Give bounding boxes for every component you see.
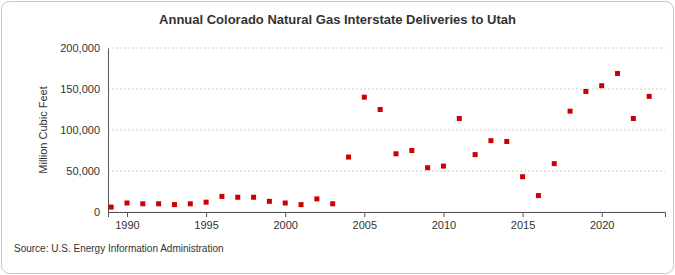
- y-axis-title: Million Cubic Feet: [37, 86, 49, 173]
- point: [409, 148, 414, 153]
- tick: 2010: [432, 212, 456, 231]
- tick-mark: [127, 212, 128, 217]
- axis-line: [109, 213, 666, 218]
- chart: 0 50,000 100,000 150,000 200,000 1990 1995 2000…: [0, 0, 675, 275]
- point: [615, 71, 620, 76]
- tick: 2020: [590, 212, 614, 231]
- tick-label: 2005: [353, 219, 377, 231]
- tick-mark: [285, 212, 286, 217]
- point: [647, 94, 652, 99]
- tick-mark: [206, 212, 207, 217]
- point: [552, 161, 557, 166]
- x-axis: 1990 1995 2000 2005 2010 2015 2020: [109, 212, 666, 231]
- point: [599, 83, 604, 88]
- plot: 0 50,000 100,000 150,000 200,000 1990 1995 2000…: [60, 42, 665, 231]
- point: [204, 200, 209, 205]
- tick: 0: [94, 206, 108, 218]
- grid-line: [108, 130, 665, 131]
- y-axis: 0 50,000 100,000 150,000 200,000: [60, 42, 108, 218]
- tick: 200,000: [60, 42, 108, 54]
- tick-mark: [364, 212, 365, 217]
- tick: 1990: [115, 212, 139, 231]
- chart-frame: [2, 2, 674, 274]
- point: [235, 195, 240, 200]
- tick: 50,000: [66, 165, 108, 177]
- tick-mark: [443, 212, 444, 217]
- tick: 2005: [353, 212, 377, 231]
- point: [346, 155, 351, 160]
- tick-label: 50,000: [66, 165, 100, 177]
- point: [188, 201, 193, 206]
- point: [583, 89, 588, 94]
- point: [631, 116, 636, 121]
- point: [219, 194, 224, 199]
- tick-label: 2000: [273, 219, 297, 231]
- tick-label: 1990: [115, 219, 139, 231]
- point: [156, 201, 161, 206]
- point: [473, 152, 478, 157]
- point: [140, 201, 145, 206]
- tick-label: 2010: [432, 219, 456, 231]
- point: [172, 202, 177, 207]
- point: [488, 138, 493, 143]
- tick-label: 1995: [194, 219, 218, 231]
- tick-label: 200,000: [60, 42, 100, 54]
- tick-mark: [602, 212, 603, 217]
- point: [267, 199, 272, 204]
- grid-line: [108, 89, 665, 90]
- tick: 1995: [194, 212, 218, 231]
- point: [109, 205, 114, 210]
- point: [362, 95, 367, 100]
- point: [520, 174, 525, 179]
- point: [457, 116, 462, 121]
- point: [378, 107, 383, 112]
- title: Annual Colorado Natural Gas Interstate D…: [159, 12, 516, 27]
- point: [314, 196, 319, 201]
- tick: 2015: [511, 212, 535, 231]
- tick: 100,000: [60, 124, 108, 136]
- point: [568, 109, 573, 114]
- tick: 150,000: [60, 83, 108, 95]
- point: [283, 200, 288, 205]
- axis-line: [108, 49, 109, 213]
- point: [504, 139, 509, 144]
- point: [124, 200, 129, 205]
- tick-label: 150,000: [60, 83, 100, 95]
- tick-label: 2015: [511, 219, 535, 231]
- grid: [108, 48, 665, 212]
- source-note: Source: U.S. Energy Information Administ…: [14, 243, 224, 254]
- tick: 2000: [273, 212, 297, 231]
- point: [393, 151, 398, 156]
- point: [330, 201, 335, 206]
- point: [425, 165, 430, 170]
- tick-mark: [523, 212, 524, 217]
- tick-label: 100,000: [60, 124, 100, 136]
- grid-line: [108, 48, 665, 49]
- point: [441, 164, 446, 169]
- point: [536, 193, 541, 198]
- tick-label: 2020: [590, 219, 614, 231]
- points: [109, 71, 652, 210]
- tick-label: 0: [94, 206, 100, 218]
- point: [251, 195, 256, 200]
- point: [299, 202, 304, 207]
- grid-line: [108, 171, 665, 172]
